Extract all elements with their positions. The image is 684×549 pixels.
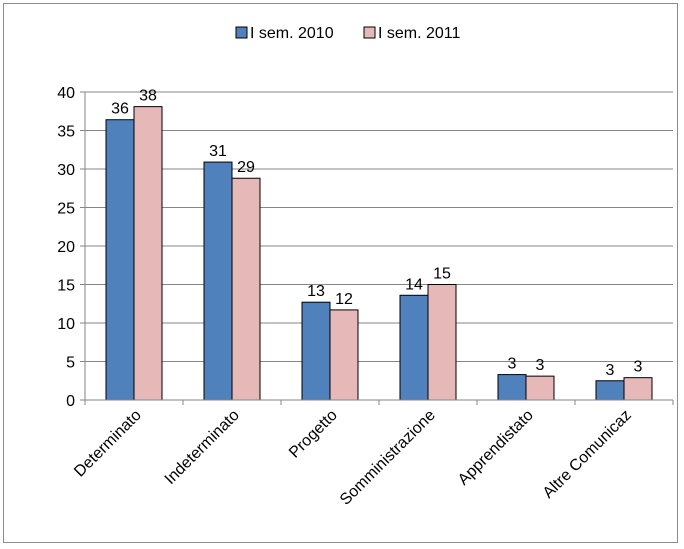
bars xyxy=(105,106,653,401)
chart-frame: 0 5 10 15 20 25 30 35 40 Determinato Indeterminato… xyxy=(3,3,678,543)
bar xyxy=(133,106,163,401)
data-label: 12 xyxy=(335,291,353,308)
gridlines xyxy=(85,91,673,362)
bar xyxy=(525,375,555,401)
data-labels: 36 38 31 29 13 12 14 15 3 3 3 3 xyxy=(111,88,642,379)
bar xyxy=(301,301,331,401)
x-category-label: Progetto xyxy=(286,407,341,462)
y-tick-label: 5 xyxy=(66,355,75,372)
data-label: 29 xyxy=(237,159,255,176)
y-tick-label: 20 xyxy=(57,239,75,256)
y-tick-label: 35 xyxy=(57,124,75,141)
legend-label: I sem. 2010 xyxy=(250,25,334,42)
legend: I sem. 2010 I sem. 2011 xyxy=(235,25,461,42)
bar xyxy=(623,377,653,401)
data-label: 3 xyxy=(536,357,545,374)
x-category-label: Somministrazione xyxy=(337,407,439,509)
bar-chart: 0 5 10 15 20 25 30 35 40 Determinato Indeterminato… xyxy=(57,25,674,509)
data-label: 31 xyxy=(209,143,227,160)
x-category-label: Altre Comunicaz xyxy=(540,407,635,502)
legend-swatch xyxy=(235,26,248,39)
bar xyxy=(105,119,135,401)
data-label: 15 xyxy=(433,266,451,283)
data-label: 3 xyxy=(634,359,643,376)
legend-swatch xyxy=(363,26,376,39)
bar xyxy=(231,177,261,401)
y-tick-label: 30 xyxy=(57,162,75,179)
data-label: 38 xyxy=(139,88,157,105)
x-category-label: Determinato xyxy=(71,407,145,481)
data-label: 3 xyxy=(606,362,615,379)
x-category-label: Apprendistato xyxy=(455,407,537,489)
y-tick-label: 25 xyxy=(57,201,75,218)
legend-label: I sem. 2011 xyxy=(378,25,461,42)
y-tick-label: 0 xyxy=(66,393,75,410)
bar xyxy=(203,161,233,401)
bar xyxy=(595,380,625,401)
bar xyxy=(497,374,527,401)
bar xyxy=(427,284,457,401)
x-category-label: Indeterminato xyxy=(162,407,243,488)
y-tick-label: 10 xyxy=(57,316,75,333)
bar xyxy=(329,309,359,401)
data-label: 13 xyxy=(307,283,325,300)
data-label: 3 xyxy=(508,356,517,373)
y-tick-label: 40 xyxy=(57,85,75,102)
data-label: 36 xyxy=(111,101,129,118)
y-tick-label: 15 xyxy=(57,278,75,295)
data-label: 14 xyxy=(405,276,423,293)
bar xyxy=(399,294,429,401)
